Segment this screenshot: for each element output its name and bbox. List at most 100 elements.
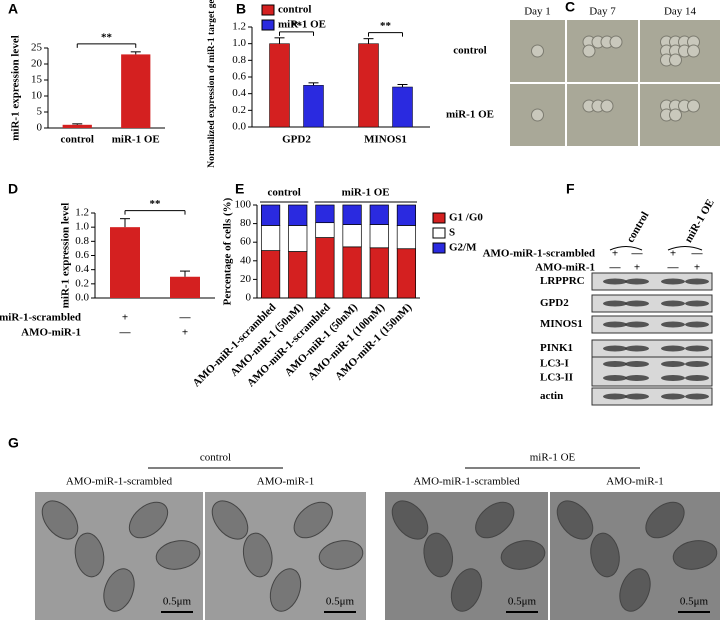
mitochondrion (423, 532, 454, 578)
bar-segment (288, 251, 308, 299)
band (685, 393, 709, 400)
bar-segment (369, 224, 389, 249)
bar-segment (288, 225, 308, 252)
panel-label: A (8, 1, 18, 17)
mitochondrion (500, 540, 546, 570)
legend-swatch (432, 212, 446, 224)
group-label: miR-1 OE (342, 187, 390, 199)
sign: — (609, 262, 622, 274)
y-tick-label: 1.2 (75, 207, 89, 219)
condition-label: AMO-miR-1 (535, 262, 595, 274)
band-label: MINOS1 (540, 318, 583, 330)
cell (582, 44, 596, 58)
group-label: miR-1 OE (530, 452, 576, 464)
bar-segment (288, 204, 308, 226)
bar-segment (260, 250, 281, 299)
mitochondrion (103, 568, 135, 612)
sign: + (122, 312, 128, 324)
band (685, 278, 709, 285)
column-label: Day 1 (524, 6, 551, 18)
panel-label: C (565, 0, 575, 15)
panel-label: G (8, 435, 19, 451)
panel-label: E (235, 181, 244, 197)
mitochondrion (74, 532, 105, 578)
mitochondrion (41, 500, 79, 540)
band (603, 300, 627, 307)
sign: — (179, 312, 192, 324)
y-tick-label: 0.2 (75, 277, 89, 289)
mitochondrion (556, 500, 594, 540)
sign: — (667, 262, 680, 274)
cell (609, 35, 623, 49)
y-axis-label: Percentage of cells (%) (222, 197, 234, 305)
legend-label: G2/M (449, 242, 477, 254)
band (685, 321, 709, 328)
mitochondrion (318, 540, 364, 570)
micrograph (567, 20, 638, 82)
row-label: AMO-miR-1 (21, 327, 81, 339)
bar (303, 85, 324, 128)
bar-segment (315, 222, 335, 238)
scale-label: 0.5μm (163, 596, 192, 608)
cell (600, 99, 614, 113)
panel-label: F (566, 181, 575, 197)
bar (269, 43, 290, 128)
y-tick-label: 20 (240, 273, 252, 285)
mitochondrion (672, 540, 718, 570)
sign: + (612, 248, 618, 260)
column-label: Day 14 (664, 6, 697, 18)
y-axis-label: Normalized expression of miR-1 target ge… (207, 0, 217, 168)
y-tick-label: 0.0 (75, 292, 89, 304)
panel-label: D (8, 181, 18, 197)
cell (669, 53, 682, 67)
mitochondrion (242, 532, 273, 578)
band-label: PINK1 (540, 342, 573, 354)
blot (591, 272, 713, 291)
sign: + (670, 248, 676, 260)
band (625, 345, 649, 352)
sign: + (694, 262, 700, 274)
mitochondrion (155, 540, 201, 570)
blot (591, 387, 713, 406)
y-tick-label: 10 (31, 90, 43, 102)
y-tick-label: 5 (37, 106, 43, 118)
bar-segment (315, 237, 335, 299)
bar-segment (260, 225, 281, 251)
y-tick-label: 40 (240, 254, 252, 266)
bar-segment (342, 224, 362, 248)
sign: + (182, 327, 188, 339)
bar (170, 276, 200, 298)
x-tick-label: control (61, 134, 94, 146)
brace (667, 246, 703, 251)
cell (531, 44, 544, 58)
band (661, 278, 685, 285)
band (661, 321, 685, 328)
band (661, 375, 685, 381)
y-tick-label: 0.6 (232, 71, 246, 83)
legend-label: control (278, 4, 311, 16)
row-label: miR-1 OE (446, 109, 494, 121)
mitochondrion (475, 501, 515, 539)
bar-segment (369, 204, 389, 225)
y-tick-label: 0.0 (232, 121, 246, 133)
y-tick-label: 0.4 (232, 87, 246, 99)
legend-swatch (432, 227, 446, 239)
bar-segment (260, 204, 281, 226)
bar-segment (396, 225, 417, 250)
band (625, 361, 649, 367)
y-tick-label: 0.8 (232, 54, 246, 66)
y-tick-label: 25 (31, 42, 43, 54)
band (661, 300, 685, 307)
mitochondrion (450, 568, 483, 612)
bar-segment (342, 246, 362, 299)
brace (609, 246, 643, 251)
bar-segment (396, 248, 417, 299)
cell (531, 108, 544, 122)
condition-label: AMO-miR-1-scrambled (483, 248, 595, 260)
band-label: LRPPRC (540, 275, 585, 287)
band (603, 361, 627, 367)
mitochondrion (391, 500, 429, 540)
legend-label: G1 /G0 (449, 212, 483, 224)
row-label: control (453, 45, 486, 57)
